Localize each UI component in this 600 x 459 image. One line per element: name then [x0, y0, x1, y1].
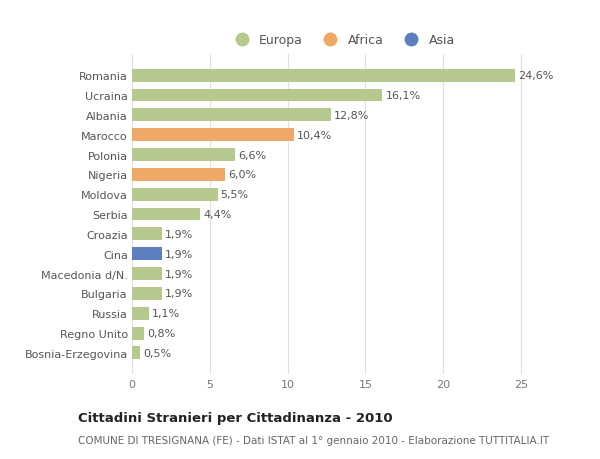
Bar [132, 70, 515, 83]
Text: 4,4%: 4,4% [203, 210, 232, 219]
Bar [132, 109, 331, 122]
Bar [132, 307, 149, 320]
Bar [132, 149, 235, 162]
Text: 6,0%: 6,0% [229, 170, 257, 180]
Text: 1,9%: 1,9% [164, 289, 193, 299]
Text: 1,9%: 1,9% [164, 269, 193, 279]
Bar [132, 188, 218, 201]
Text: 12,8%: 12,8% [334, 111, 370, 121]
Text: 1,9%: 1,9% [164, 230, 193, 239]
Bar [132, 208, 200, 221]
Text: 5,5%: 5,5% [221, 190, 249, 200]
Text: 24,6%: 24,6% [518, 71, 553, 81]
Text: 6,6%: 6,6% [238, 150, 266, 160]
Text: 1,9%: 1,9% [164, 249, 193, 259]
Text: 0,8%: 0,8% [148, 328, 176, 338]
Bar [132, 287, 161, 300]
Bar [132, 327, 145, 340]
Text: COMUNE DI TRESIGNANA (FE) - Dati ISTAT al 1° gennaio 2010 - Elaborazione TUTTITA: COMUNE DI TRESIGNANA (FE) - Dati ISTAT a… [78, 435, 549, 445]
Bar [132, 168, 226, 181]
Text: 10,4%: 10,4% [297, 130, 332, 140]
Bar [132, 248, 161, 261]
Bar [132, 268, 161, 280]
Text: Cittadini Stranieri per Cittadinanza - 2010: Cittadini Stranieri per Cittadinanza - 2… [78, 412, 392, 425]
Bar [132, 129, 294, 142]
Bar [132, 347, 140, 359]
Text: 0,5%: 0,5% [143, 348, 171, 358]
Text: 1,1%: 1,1% [152, 308, 181, 319]
Legend: Europa, Africa, Asia: Europa, Africa, Asia [224, 29, 460, 52]
Bar [132, 90, 382, 102]
Bar [132, 228, 161, 241]
Text: 16,1%: 16,1% [386, 91, 421, 101]
